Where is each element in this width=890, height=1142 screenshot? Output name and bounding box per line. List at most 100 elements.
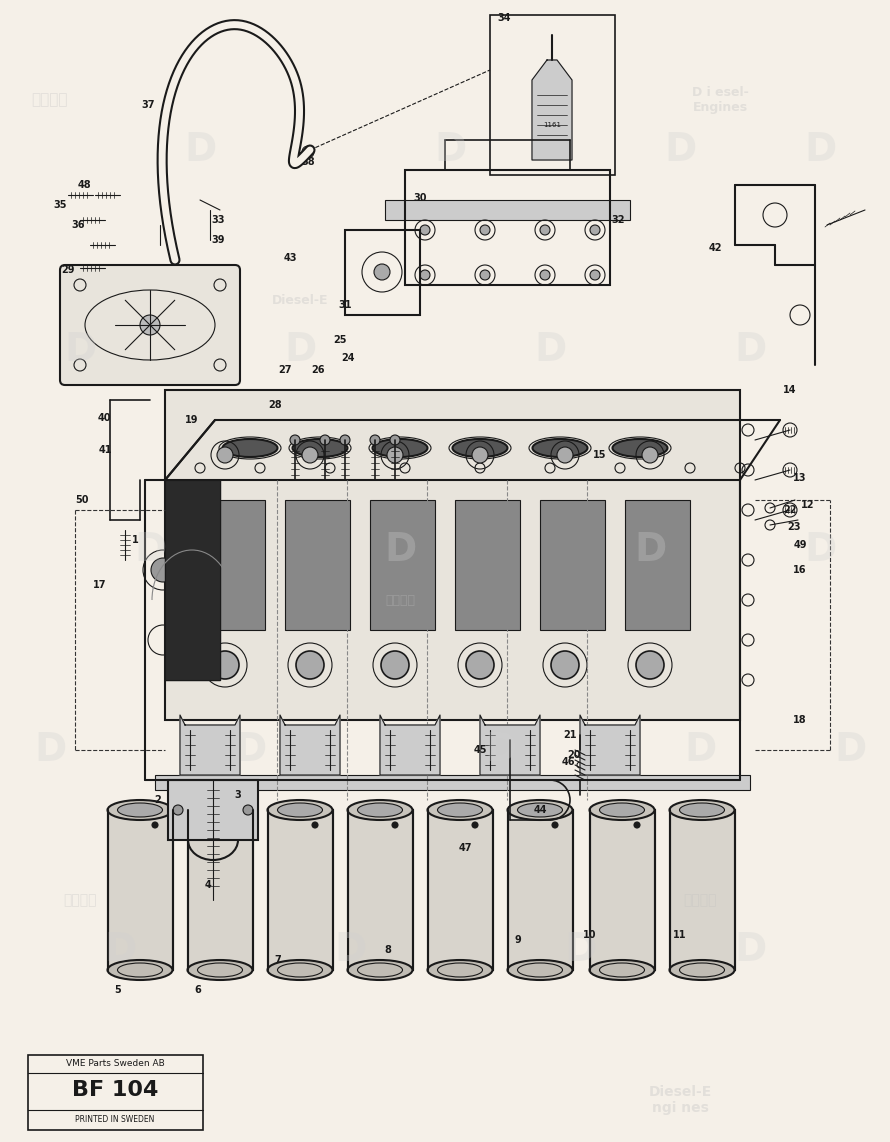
Text: 42: 42 [708, 243, 722, 254]
Circle shape [551, 651, 579, 679]
Text: 39: 39 [211, 235, 225, 246]
Text: 44: 44 [533, 805, 546, 815]
Text: 19: 19 [185, 415, 198, 425]
Text: 47: 47 [458, 843, 472, 853]
Text: 15: 15 [594, 450, 607, 460]
Circle shape [151, 558, 175, 582]
Circle shape [472, 822, 478, 828]
Ellipse shape [268, 801, 333, 820]
Text: 27: 27 [279, 365, 292, 375]
Text: 3: 3 [235, 790, 241, 801]
Ellipse shape [117, 803, 163, 817]
Ellipse shape [427, 801, 492, 820]
Text: 26: 26 [312, 365, 325, 375]
Text: 16: 16 [793, 565, 806, 576]
Polygon shape [580, 715, 640, 775]
Ellipse shape [679, 803, 724, 817]
Circle shape [374, 264, 390, 280]
Circle shape [152, 822, 158, 828]
Circle shape [232, 822, 238, 828]
Text: 13: 13 [793, 473, 806, 483]
Ellipse shape [108, 960, 173, 980]
Ellipse shape [669, 801, 734, 820]
Circle shape [557, 447, 573, 463]
Text: D: D [234, 731, 266, 769]
Bar [625, 500, 690, 630]
Text: D: D [34, 731, 66, 769]
Polygon shape [532, 61, 572, 160]
Bar [455, 500, 520, 630]
Ellipse shape [507, 960, 572, 980]
Bar [200, 500, 265, 630]
Ellipse shape [507, 801, 572, 820]
Circle shape [390, 435, 400, 445]
Circle shape [540, 270, 550, 280]
Text: 紫特动力: 紫特动力 [684, 893, 716, 907]
Polygon shape [280, 715, 340, 775]
Text: 1161: 1161 [543, 122, 561, 128]
Text: D: D [434, 131, 466, 169]
Circle shape [217, 447, 233, 463]
Ellipse shape [612, 439, 668, 457]
Bar [405, 170, 610, 286]
Bar [268, 810, 333, 970]
Bar [385, 200, 630, 220]
Text: 37: 37 [142, 100, 155, 110]
Bar [348, 810, 413, 970]
Circle shape [140, 315, 160, 335]
Circle shape [552, 822, 558, 828]
Text: 34: 34 [498, 13, 511, 23]
Circle shape [480, 225, 490, 235]
Text: 24: 24 [341, 353, 355, 363]
Text: D: D [834, 731, 866, 769]
Text: D: D [684, 731, 716, 769]
Ellipse shape [268, 960, 333, 980]
Text: 50: 50 [76, 494, 89, 505]
Text: D: D [184, 131, 216, 169]
Circle shape [211, 651, 239, 679]
Polygon shape [180, 715, 240, 775]
Text: 10: 10 [583, 930, 597, 940]
Text: 紫发动力: 紫发动力 [63, 893, 97, 907]
Text: D: D [334, 931, 366, 970]
Bar [285, 500, 350, 630]
Circle shape [642, 447, 658, 463]
Text: 33: 33 [211, 215, 225, 225]
Text: D: D [104, 931, 136, 970]
Circle shape [590, 270, 600, 280]
Text: PRINTED IN SWEDEN: PRINTED IN SWEDEN [76, 1116, 155, 1125]
Ellipse shape [358, 803, 402, 817]
Text: 23: 23 [788, 522, 801, 532]
Text: D: D [64, 331, 96, 369]
Bar [540, 500, 605, 630]
Text: D: D [134, 531, 166, 569]
Text: 6: 6 [195, 986, 201, 995]
Text: Diesel-E: Diesel-E [271, 293, 328, 306]
Bar [490, 15, 615, 175]
FancyBboxPatch shape [60, 265, 240, 385]
Circle shape [370, 435, 380, 445]
Ellipse shape [198, 803, 242, 817]
Bar [108, 810, 173, 970]
Ellipse shape [188, 801, 253, 820]
Circle shape [420, 270, 430, 280]
Circle shape [302, 447, 318, 463]
Circle shape [296, 651, 324, 679]
Text: 5: 5 [115, 986, 121, 995]
Text: 1: 1 [132, 534, 138, 545]
Text: VME Parts Sweden AB: VME Parts Sweden AB [66, 1060, 165, 1069]
Circle shape [420, 225, 430, 235]
Circle shape [590, 225, 600, 235]
Text: 17: 17 [93, 580, 107, 590]
Text: D: D [484, 731, 516, 769]
Text: 31: 31 [338, 300, 352, 309]
Circle shape [466, 651, 494, 679]
Text: Diesel-E
ngi nes: Diesel-E ngi nes [649, 1085, 712, 1115]
Circle shape [387, 447, 403, 463]
Ellipse shape [278, 803, 322, 817]
Ellipse shape [600, 803, 644, 817]
Circle shape [243, 805, 253, 815]
Ellipse shape [347, 960, 412, 980]
Bar [428, 810, 493, 970]
Text: BF 104: BF 104 [72, 1080, 158, 1100]
